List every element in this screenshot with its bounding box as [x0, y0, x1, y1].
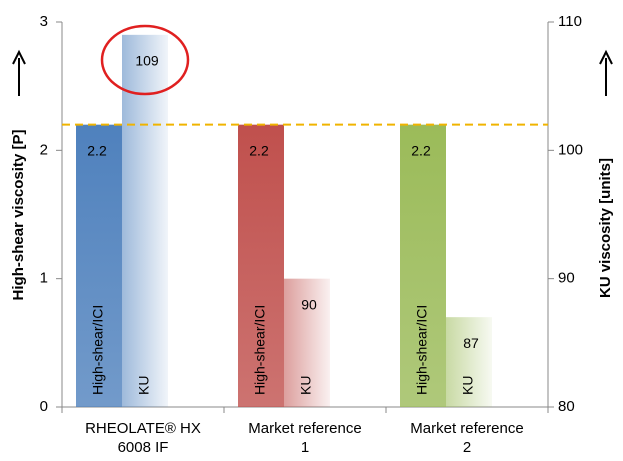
- bar-series-label: High-shear/ICI: [414, 305, 430, 395]
- y-tick-label: 1: [40, 270, 48, 287]
- y2-arrow-head: [599, 49, 613, 65]
- y-axis-title: High-shear viscosity [P]: [10, 130, 27, 301]
- bar: [284, 278, 330, 407]
- bar-series-label: KU: [136, 376, 152, 395]
- bar-value-label: 2.2: [411, 142, 431, 158]
- bar: [76, 124, 122, 408]
- y2-tick-label: 110: [558, 13, 582, 30]
- series-label-group: High-shear/ICI: [414, 305, 430, 395]
- bar: [122, 34, 168, 407]
- series-label-group: KU: [460, 376, 476, 395]
- bar: [400, 124, 446, 408]
- x-tick-label: 2: [463, 439, 471, 456]
- y2-axis-title: KU viscosity [units]: [597, 158, 614, 298]
- y2-tick-label: 100: [558, 141, 583, 158]
- bar-value-label: 109: [135, 53, 159, 69]
- y-tick-label: 0: [40, 398, 48, 415]
- left-axis-title: High-shear viscosity [P]: [10, 130, 27, 301]
- bar-value-label: 2.2: [87, 142, 107, 158]
- x-tick-label: 6008 IF: [118, 439, 169, 456]
- x-tick-label: RHEOLATE® HX: [85, 420, 201, 437]
- bar-value-label: 90: [301, 296, 317, 312]
- bar: [446, 317, 492, 407]
- bar-value-label: 87: [463, 335, 479, 351]
- series-label-group: KU: [298, 376, 314, 395]
- bar-value-label: 2.2: [249, 142, 269, 158]
- y-arrow-head: [12, 49, 26, 65]
- bar-series-label: KU: [460, 376, 476, 395]
- x-tick-label: Market reference: [410, 420, 523, 437]
- y-tick-label: 2: [40, 141, 48, 158]
- bar: [238, 124, 284, 408]
- y2-tick-label: 80: [558, 398, 575, 415]
- series-label-group: High-shear/ICI: [252, 305, 268, 395]
- bar-series-label: High-shear/ICI: [252, 305, 268, 395]
- y2-tick-label: 90: [558, 270, 575, 287]
- x-tick-label: Market reference: [248, 420, 361, 437]
- highlight-circle: [100, 24, 190, 96]
- series-label-group: High-shear/ICI: [90, 305, 106, 395]
- bar-series-label: KU: [298, 376, 314, 395]
- x-tick-label: 1: [301, 439, 309, 456]
- series-label-group: KU: [136, 376, 152, 395]
- y-tick-label: 3: [40, 13, 48, 30]
- bar-series-label: High-shear/ICI: [90, 305, 106, 395]
